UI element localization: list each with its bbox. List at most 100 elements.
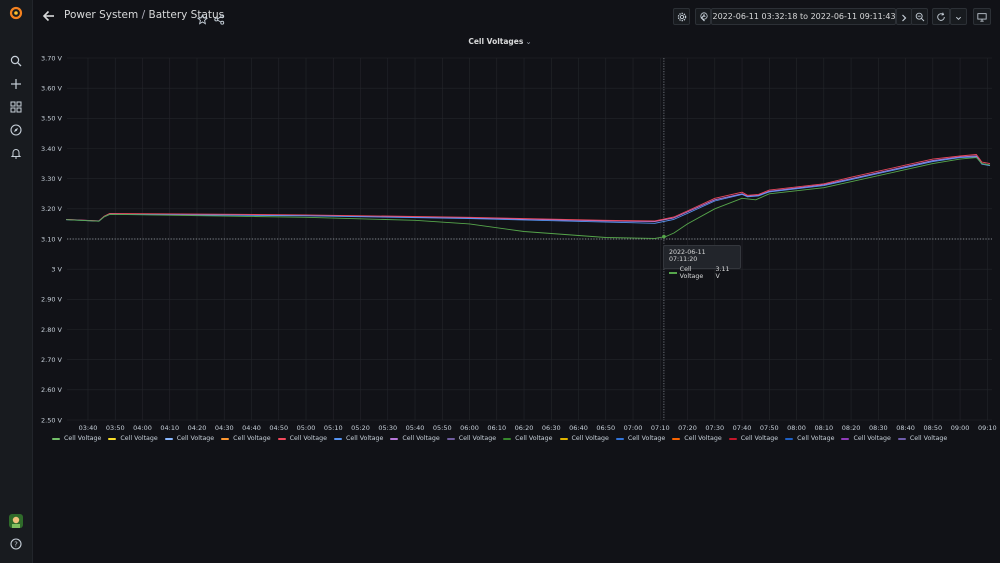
legend-item[interactable]: Cell Voltage [390, 434, 440, 443]
legend-item[interactable]: Cell Voltage [785, 434, 834, 443]
legend-swatch [108, 437, 117, 440]
y-tick-label: 3 V [51, 265, 62, 273]
x-tick-label: 05:10 [324, 424, 343, 432]
star-icon[interactable] [196, 10, 209, 25]
time-range-label: 2022-06-11 03:32:18 to 2022-06-11 09:11:… [712, 12, 896, 21]
y-tick-label: 3.70 V [41, 54, 63, 62]
search-icon[interactable] [8, 53, 24, 69]
legend-item[interactable]: Cell Voltage [277, 434, 327, 443]
explore-compass-icon[interactable] [8, 122, 24, 138]
x-tick-label: 05:30 [378, 424, 397, 432]
y-tick-label: 2.90 V [41, 296, 63, 304]
x-tick-label: 06:00 [460, 424, 479, 432]
legend-swatch [277, 437, 286, 440]
x-tick-label: 04:30 [215, 424, 234, 432]
dashboard-settings-button[interactable] [673, 8, 690, 25]
legend-label: Cell Voltage [233, 435, 271, 442]
user-avatar[interactable] [8, 513, 24, 529]
legend-swatch [446, 437, 455, 440]
gear-icon [677, 7, 687, 26]
hover-point [662, 234, 666, 239]
legend-label: Cell Voltage [627, 435, 666, 442]
refresh-button[interactable] [932, 8, 950, 25]
legend-swatch [333, 437, 342, 440]
x-tick-label: 08:30 [869, 424, 888, 432]
zoom-out-button[interactable] [911, 8, 928, 25]
dashboards-icon[interactable] [8, 99, 24, 115]
legend-item[interactable]: Cell Voltage [615, 434, 666, 443]
legend-label: Cell Voltage [853, 435, 891, 442]
legend-item[interactable]: Cell Voltage [446, 434, 496, 443]
tooltip-series-swatch [669, 272, 677, 274]
x-tick-label: 05:00 [297, 424, 316, 432]
zoom-out-icon [915, 7, 925, 26]
legend-item[interactable]: Cell Voltage [503, 434, 553, 443]
refresh-interval-dropdown[interactable] [950, 8, 967, 25]
series-line [66, 155, 991, 222]
x-tick-label: 07:00 [624, 424, 643, 432]
chart-tooltip: 2022-06-11 07:11:20 Cell Voltage 3.11 V [663, 245, 741, 280]
legend-label: Cell Voltage [571, 435, 609, 442]
legend-item[interactable]: Cell Voltage [108, 434, 158, 443]
legend-swatch [164, 437, 173, 440]
y-tick-label: 2.80 V [41, 326, 63, 334]
y-tick-label: 3.30 V [41, 175, 63, 183]
chevron-down-icon [955, 7, 962, 26]
help-icon[interactable]: ? [8, 536, 24, 552]
y-tick-label: 3.10 V [41, 235, 63, 243]
legend-item[interactable]: Cell Voltage [164, 434, 214, 443]
time-shift-back-button[interactable] [695, 8, 711, 25]
legend-swatch [785, 437, 794, 440]
legend-swatch [559, 437, 568, 440]
x-tick-label: 08:10 [814, 424, 833, 432]
legend-item[interactable]: Cell Voltage [52, 434, 101, 443]
legend-item[interactable]: Cell Voltage [333, 434, 383, 443]
y-tick-label: 3.60 V [41, 84, 63, 92]
legend-label: Cell Voltage [740, 435, 779, 442]
legend-item[interactable]: Cell Voltage [841, 434, 891, 443]
legend-swatch [503, 437, 512, 440]
panel-title-text: Cell Voltages [468, 37, 524, 46]
view-mode-button[interactable] [973, 8, 991, 25]
clock-icon [700, 11, 709, 22]
legend-item[interactable]: Cell Voltage [728, 434, 779, 443]
legend-item[interactable]: Cell Voltage [221, 434, 271, 443]
x-tick-label: 07:40 [733, 424, 752, 432]
x-tick-label: 08:00 [787, 424, 806, 432]
legend-swatch [841, 437, 850, 440]
time-range-picker[interactable]: 2022-06-11 03:32:18 to 2022-06-11 09:11:… [700, 8, 906, 25]
chart-legend: Cell Voltage Cell Voltage Cell Voltage Cell… [52, 434, 992, 443]
x-tick-label: 07:10 [651, 424, 670, 432]
y-tick-label: 2.70 V [41, 356, 63, 364]
panel-title[interactable]: Cell Voltages ⌄ [0, 37, 1000, 46]
x-tick-label: 07:20 [678, 424, 697, 432]
series-line [66, 156, 991, 224]
legend-swatch [615, 437, 624, 440]
breadcrumb-folder[interactable]: Power System [64, 9, 139, 21]
x-tick-label: 06:20 [515, 424, 534, 432]
plus-icon[interactable] [8, 76, 24, 92]
legend-label: Cell Voltage [909, 435, 948, 442]
share-icon[interactable] [214, 10, 226, 25]
refresh-icon [936, 7, 946, 26]
back-arrow-icon[interactable] [42, 8, 58, 24]
x-tick-label: 09:10 [978, 424, 997, 432]
alerting-bell-icon[interactable] [8, 145, 24, 161]
x-tick-label: 07:30 [705, 424, 724, 432]
legend-swatch [672, 437, 681, 440]
legend-label: Cell Voltage [120, 435, 158, 442]
legend-item[interactable]: Cell Voltage [559, 434, 609, 443]
x-tick-label: 03:50 [106, 424, 125, 432]
grafana-logo-icon[interactable] [8, 5, 24, 21]
legend-item[interactable]: Cell Voltage [672, 434, 722, 443]
legend-swatch [897, 437, 906, 440]
x-tick-label: 04:40 [242, 424, 261, 432]
y-tick-label: 3.20 V [41, 205, 63, 213]
series-line [66, 157, 991, 239]
x-tick-label: 06:10 [487, 424, 506, 432]
legend-item[interactable]: Cell Voltage [897, 434, 948, 443]
chevron-down-icon: ⌄ [525, 37, 532, 46]
legend-label: Cell Voltage [289, 435, 327, 442]
x-tick-label: 05:40 [406, 424, 425, 432]
